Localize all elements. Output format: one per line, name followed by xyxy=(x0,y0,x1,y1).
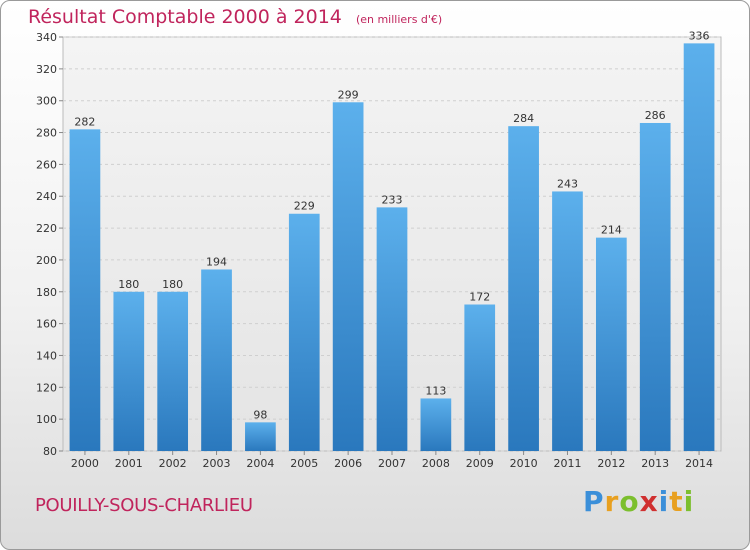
chart-unit-label: (en milliers d'€) xyxy=(355,13,443,26)
data-label: 299 xyxy=(338,88,359,101)
bar-2007 xyxy=(376,207,408,451)
y-tick-label: 240 xyxy=(36,190,57,203)
bar-2009 xyxy=(464,304,496,451)
chart-title-text: Résultat Comptable 2000 à 2014 xyxy=(28,6,342,28)
bar-2003 xyxy=(201,269,232,451)
bar-2006 xyxy=(332,102,364,452)
bar-2013 xyxy=(639,122,671,451)
x-tick-label: 2013 xyxy=(641,457,669,470)
data-label: 233 xyxy=(382,193,403,206)
data-label: 284 xyxy=(513,112,534,125)
data-label: 113 xyxy=(425,384,446,397)
chart-title: Résultat Comptable 2000 à 2014 (en milli… xyxy=(28,6,442,28)
logo-letter: P xyxy=(583,485,605,518)
y-tick-label: 200 xyxy=(36,254,57,267)
bar-2002 xyxy=(157,291,189,451)
y-tick-label: 320 xyxy=(36,63,57,76)
logo-letter: x xyxy=(639,485,659,518)
x-tick-label: 2014 xyxy=(685,457,713,470)
y-tick-label: 280 xyxy=(36,127,57,140)
x-tick-label: 2012 xyxy=(597,457,625,470)
x-tick-label: 2004 xyxy=(246,457,274,470)
logo-letter: t xyxy=(669,485,684,518)
bar-2012 xyxy=(595,237,627,451)
y-tick-label: 120 xyxy=(36,381,57,394)
y-tick-label: 220 xyxy=(36,222,57,235)
y-tick-label: 340 xyxy=(36,31,57,44)
x-tick-label: 2000 xyxy=(71,457,99,470)
y-tick-label: 100 xyxy=(36,413,57,426)
y-tick-label: 160 xyxy=(36,318,57,331)
data-label: 336 xyxy=(689,29,710,42)
data-label: 214 xyxy=(601,224,622,237)
x-tick-label: 2005 xyxy=(290,457,318,470)
x-tick-label: 2010 xyxy=(510,457,538,470)
x-tick-label: 2003 xyxy=(203,457,231,470)
bar-2014 xyxy=(683,43,715,451)
logo-letter: i xyxy=(683,485,695,518)
y-tick-label: 80 xyxy=(43,445,57,458)
data-label: 180 xyxy=(118,278,139,291)
data-label: 180 xyxy=(162,278,183,291)
y-tick-label: 180 xyxy=(36,286,57,299)
data-label: 172 xyxy=(469,291,490,304)
bar-2001 xyxy=(113,291,145,451)
bar-2000 xyxy=(69,129,101,451)
x-tick-label: 2008 xyxy=(422,457,450,470)
x-tick-label: 2011 xyxy=(553,457,581,470)
data-label: 243 xyxy=(557,177,578,190)
logo-letter: o xyxy=(619,485,640,518)
data-label: 229 xyxy=(294,200,315,213)
logo-letter: r xyxy=(604,485,620,518)
bar-2005 xyxy=(288,213,320,451)
city-name: POUILLY-SOUS-CHARLIEU xyxy=(35,495,253,516)
bar-2010 xyxy=(508,126,539,452)
logo-letter: i xyxy=(658,485,670,518)
x-tick-label: 2001 xyxy=(115,457,143,470)
data-label: 98 xyxy=(253,408,267,421)
y-tick-label: 260 xyxy=(36,158,57,171)
data-label: 282 xyxy=(74,115,95,128)
x-tick-label: 2002 xyxy=(159,457,187,470)
bar-2011 xyxy=(552,191,583,451)
x-tick-label: 2009 xyxy=(466,457,494,470)
x-tick-label: 2006 xyxy=(334,457,362,470)
data-label: 286 xyxy=(645,109,666,122)
bar-2004 xyxy=(245,422,276,451)
data-label: 194 xyxy=(206,255,227,268)
proxiti-logo[interactable]: Proxiti xyxy=(583,485,694,518)
y-tick-label: 300 xyxy=(36,95,57,108)
x-tick-label: 2007 xyxy=(378,457,406,470)
y-tick-label: 140 xyxy=(36,349,57,362)
bar-2008 xyxy=(420,398,452,451)
